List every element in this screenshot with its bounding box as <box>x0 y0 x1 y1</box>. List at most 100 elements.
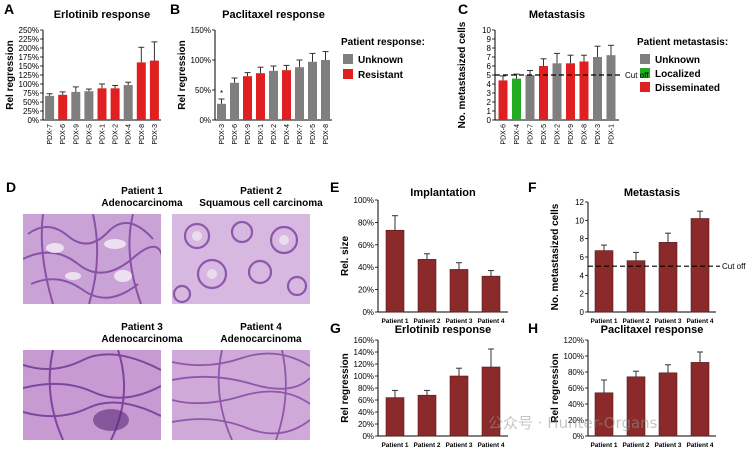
histology-patient-4-name: Patient 4 <box>240 322 282 333</box>
bar <box>594 250 614 313</box>
y-tick-label: 60% <box>358 241 374 250</box>
chart-g: Erlotinib response Rel regression 0% 20% 40%… <box>340 324 508 449</box>
y-tick-label: 75% <box>23 89 39 98</box>
chart-f: Metastasis No. metastasized cells 0 2 4 6 8 10 1… <box>550 187 746 325</box>
x-tick-label: PDX-9 <box>245 124 252 145</box>
chart-title: Paclitaxel response <box>222 9 325 21</box>
histology-patient-1-type: Adenocarcinoma <box>101 198 183 209</box>
bar <box>321 60 330 120</box>
bar <box>593 57 602 120</box>
chart-c: Metastasis No. metastasized cells 01234567… <box>457 9 649 145</box>
y-tick-label: 100% <box>564 352 584 361</box>
x-tick-label: Patient 1 <box>590 318 617 325</box>
y-tick-label: 100% <box>354 196 374 205</box>
x-tick-label: Patient 1 <box>381 442 408 449</box>
x-tick-label: PDX-7 <box>528 124 535 145</box>
bar <box>690 218 710 313</box>
legend-unknown-swatch <box>343 54 353 64</box>
panel-label-c: C <box>458 1 468 17</box>
x-tick-label: PDX-9 <box>568 124 575 145</box>
x-tick-label: PDX-5 <box>86 124 93 145</box>
bar <box>606 55 616 121</box>
bar <box>282 70 291 120</box>
chart-b: Paclitaxel response Rel regression 0% 50% 10… <box>177 9 332 145</box>
bar <box>84 91 94 120</box>
x-tick-label: Patient 4 <box>686 442 713 449</box>
bar <box>256 73 265 120</box>
y-tick-label: 100% <box>191 56 211 65</box>
x-tick-label: Patient 2 <box>622 442 649 449</box>
bar <box>658 242 678 313</box>
y-tick-label: 80% <box>358 218 374 227</box>
y-tick-label: 100% <box>19 80 39 89</box>
y-axis-label: Rel regression <box>177 40 188 109</box>
bar <box>97 88 107 120</box>
x-tick-label: PDX-2 <box>113 124 120 145</box>
y-tick-label: 225% <box>19 35 39 44</box>
x-tick-label: Patient 3 <box>445 442 472 449</box>
x-tick-label: Patient 1 <box>590 442 617 449</box>
x-tick-label: PDX-7 <box>297 124 304 145</box>
histology-image-patient-3 <box>23 350 161 440</box>
y-tick-label: 140% <box>354 348 374 357</box>
bar <box>539 66 548 120</box>
legend-metastasis: Patient metastasis: Unknown Localized Di… <box>637 37 728 94</box>
y-tick-label: 50% <box>23 98 39 107</box>
bar <box>217 103 226 120</box>
bar <box>123 85 133 120</box>
y-tick-label: 4 <box>580 271 585 280</box>
y-tick-label: 0% <box>199 116 211 125</box>
y-tick-label: 80% <box>358 384 374 393</box>
x-tick-label: Patient 4 <box>686 318 713 325</box>
x-tick-label: PDX-5 <box>310 124 317 145</box>
histology-label-2: Patient 2 Squamous cell carcinoma <box>171 186 351 210</box>
bar <box>417 394 437 437</box>
bar <box>269 70 278 120</box>
y-tick-label: 100% <box>354 372 374 381</box>
panel-label-h: H <box>528 320 538 336</box>
y-axis-label: Rel regression <box>340 353 351 422</box>
histology-label-4: Patient 4 Adenocarcinoma <box>171 322 351 346</box>
chart-e: Implantation Rel. size 0% 20% 40% 60% 80% 100% P… <box>340 187 508 325</box>
y-tick-label: 40% <box>358 408 374 417</box>
histology-image-patient-1 <box>23 214 161 304</box>
bar <box>552 63 562 120</box>
x-tick-label: PDX-3 <box>219 124 226 145</box>
x-tick-label: Patient 3 <box>654 318 681 325</box>
bar <box>45 95 55 120</box>
bar <box>71 91 81 120</box>
y-tick-label: 8 <box>580 235 585 244</box>
x-tick-label: PDX-7 <box>47 124 54 145</box>
chart-title: Implantation <box>410 187 476 199</box>
y-axis-label: No. metastasized cells <box>550 203 561 310</box>
bar <box>110 88 120 120</box>
y-tick-label: 25% <box>23 107 39 116</box>
y-tick-label: 8 <box>487 44 492 53</box>
x-tick-label: Patient 2 <box>622 318 649 325</box>
y-tick-label: 160% <box>354 336 374 345</box>
chart-title: Erlotinib response <box>395 324 492 336</box>
legend-metastasis-disseminated: Disseminated <box>655 83 720 94</box>
panel-label-f: F <box>528 179 537 195</box>
panel-label-d: D <box>6 179 16 195</box>
cutoff-label: Cut off <box>625 71 649 80</box>
x-tick-label: PDX-8 <box>139 124 146 145</box>
histology-patient-3-name: Patient 3 <box>121 322 163 333</box>
bar <box>308 61 317 120</box>
x-tick-label: PDX-4 <box>284 124 291 145</box>
bar <box>579 61 589 120</box>
y-tick-label: 2 <box>487 98 492 107</box>
y-tick-label: 150% <box>191 26 211 35</box>
x-tick-label: PDX-8 <box>582 124 589 145</box>
y-tick-label: 0% <box>362 308 374 317</box>
bar <box>230 82 239 120</box>
watermark: 公众号 · Hunter-Organs <box>488 414 658 432</box>
legend-localized-swatch <box>640 68 650 78</box>
x-tick-label: Patient 1 <box>381 318 408 325</box>
y-tick-label: 150% <box>19 62 39 71</box>
significance-marker: * <box>220 89 223 98</box>
histology-patient-3-type: Adenocarcinoma <box>101 334 183 345</box>
bar <box>449 375 469 437</box>
x-tick-label: PDX-5 <box>541 124 548 145</box>
histology-label-3: Patient 3 Adenocarcinoma <box>52 322 232 346</box>
